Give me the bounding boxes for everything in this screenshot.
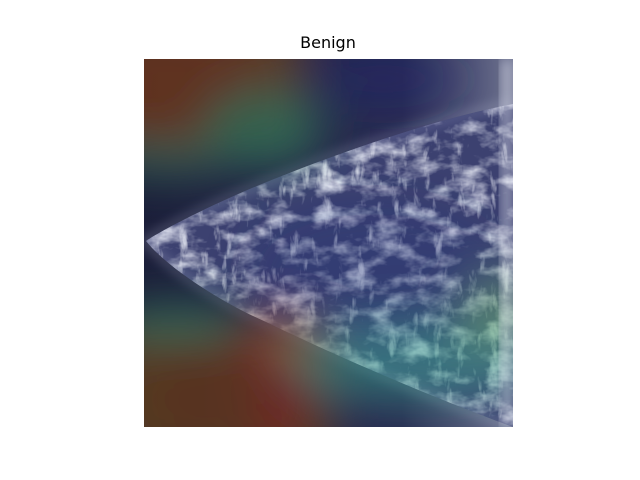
heatmap-image-graphic: [144, 59, 513, 427]
heatmap-image: [144, 59, 513, 427]
figure-title: Benign: [300, 33, 356, 52]
